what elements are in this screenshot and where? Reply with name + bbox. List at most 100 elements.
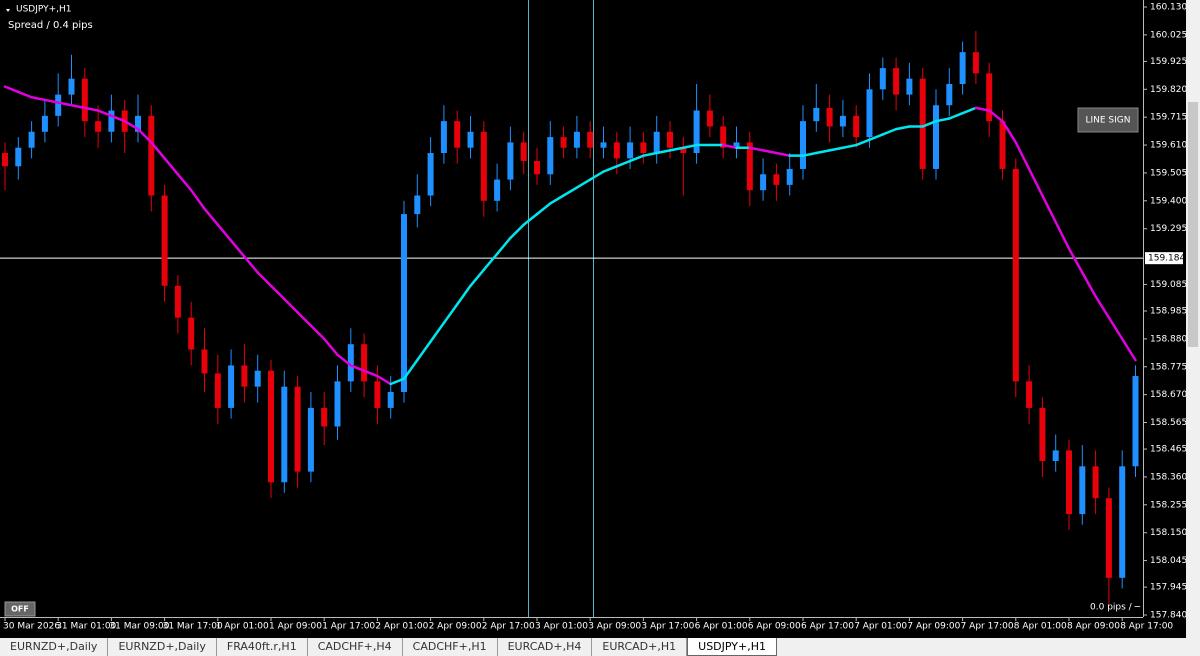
moving-average: [203, 207, 220, 226]
moving-average: [841, 143, 858, 149]
tab[interactable]: CADCHF+,H1: [403, 638, 498, 656]
moving-average: [761, 149, 778, 155]
candle-body: [1092, 466, 1099, 499]
y-tick-label: 159.295: [1150, 224, 1187, 234]
x-tick-label: 31 Mar 09:00: [109, 622, 169, 632]
y-tick-label: 159.505: [1150, 168, 1187, 178]
y-tick-label: 159.925: [1150, 57, 1187, 67]
candle-body: [268, 370, 274, 483]
off-button[interactable]: [4, 601, 36, 617]
candle-body: [1052, 450, 1059, 462]
x-tick-label: 2 Apr 17:00: [482, 622, 535, 632]
price-label: 159.184: [1148, 254, 1185, 264]
moving-average: [921, 119, 938, 128]
spread-label: Spread / 0.4 pips: [8, 20, 93, 31]
candle-body: [600, 142, 607, 148]
line-sign-button[interactable]: [1077, 107, 1139, 133]
tab[interactable]: EURCAD+,H1: [592, 638, 688, 656]
candle-body: [520, 142, 527, 161]
moving-average: [429, 321, 446, 343]
candle-body: [414, 195, 421, 215]
tab[interactable]: USDJPY+,H1: [687, 638, 777, 656]
moving-average: [854, 138, 871, 147]
moving-average: [1041, 194, 1057, 224]
candle-body: [294, 386, 301, 472]
moving-average: [934, 117, 951, 123]
candle-body: [241, 365, 248, 387]
candle-body: [560, 137, 567, 148]
moving-average: [575, 178, 592, 189]
moving-average: [815, 149, 831, 155]
candle-body: [534, 160, 540, 175]
x-tick-label: 3 Apr 17:00: [641, 622, 694, 632]
x-tick-label: 3 Apr 09:00: [588, 622, 641, 632]
moving-average: [389, 377, 406, 386]
candle-body: [161, 195, 168, 286]
candle-body: [866, 89, 873, 138]
tab[interactable]: CADCHF+,H4: [308, 638, 403, 656]
candle-body: [1066, 450, 1072, 515]
candle-body: [454, 121, 461, 148]
y-tick-label: 158.985: [1150, 307, 1187, 317]
moving-average: [721, 143, 738, 149]
x-tick-label: 1 Apr 01:00: [216, 622, 269, 632]
moving-average: [881, 127, 898, 136]
candle-body: [879, 68, 886, 90]
candle-body: [427, 153, 434, 196]
moving-average: [549, 194, 565, 205]
moving-average: [70, 103, 87, 110]
candle-body: [81, 78, 88, 122]
moving-average: [83, 106, 100, 112]
moving-average: [229, 239, 246, 258]
x-tick-label: 31 Mar 17:00: [163, 622, 223, 632]
candle-body: [228, 365, 235, 408]
candle-body: [188, 317, 195, 350]
candle-body: [15, 147, 22, 167]
y-tick-label: 158.880: [1150, 334, 1187, 344]
candle-body: [68, 78, 75, 95]
candle-body: [507, 142, 514, 180]
moving-average: [894, 125, 911, 131]
moving-average: [775, 151, 791, 157]
tab[interactable]: EURCAD+,H4: [498, 638, 593, 656]
x-tick-label: 7 Apr 09:00: [907, 622, 960, 632]
moving-average: [535, 202, 552, 216]
moving-average: [469, 268, 486, 288]
moving-average: [509, 223, 525, 240]
candle-body: [613, 142, 620, 159]
candle-body: [786, 168, 793, 185]
button-label[interactable]: LINE SIGN: [1085, 116, 1130, 126]
x-tick-label: 2 Apr 09:00: [429, 622, 482, 632]
menu-arrow[interactable]: [6, 9, 10, 12]
moving-average: [1120, 337, 1137, 362]
background: [0, 0, 1200, 638]
x-tick-label: 7 Apr 17:00: [961, 622, 1014, 632]
candle-body: [972, 52, 979, 74]
candle-body: [1079, 466, 1086, 515]
y-tick-label: 158.670: [1150, 390, 1187, 400]
button-label[interactable]: OFF: [11, 605, 29, 614]
moving-average: [987, 109, 1004, 123]
tab[interactable]: EURNZD+,Daily: [0, 638, 109, 656]
candle-body: [720, 126, 727, 148]
candle-body: [999, 121, 1006, 169]
candle-body: [361, 344, 368, 382]
moving-average: [668, 146, 685, 152]
candle-body: [95, 121, 102, 132]
candle-body: [746, 142, 753, 191]
y-tick-label: 160.025: [1150, 30, 1187, 40]
tab[interactable]: EURNZD+,Daily: [108, 638, 217, 656]
candle-body: [135, 115, 141, 132]
moving-average: [615, 159, 632, 168]
y-tick-label: 157.945: [1150, 583, 1187, 593]
moving-average: [961, 106, 978, 115]
candle-body: [893, 68, 900, 95]
price-label-box: [1145, 252, 1183, 265]
x-tick-label: 31 Mar 01:00: [56, 622, 116, 632]
tab[interactable]: FRA40ft.r,H1: [217, 638, 308, 656]
moving-average: [416, 340, 432, 362]
y-tick-label: 159.085: [1150, 280, 1187, 290]
candle-body: [254, 370, 261, 387]
scrollbar-thumb[interactable]: [1188, 102, 1198, 347]
